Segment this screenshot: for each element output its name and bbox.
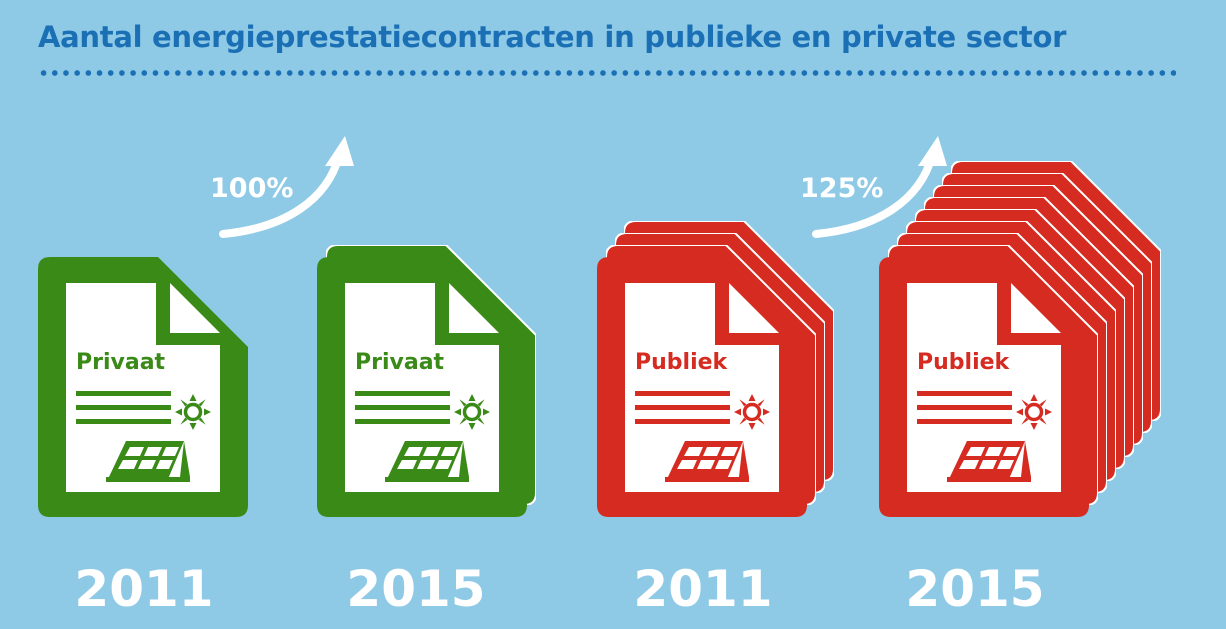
growth-arrow-icon <box>219 136 354 238</box>
sun-icon <box>734 394 770 430</box>
public-growth-label: 125% <box>800 173 884 204</box>
page-title: Aantal energieprestatiecontracten in pub… <box>38 20 1067 54</box>
document-label: Privaat <box>76 350 166 375</box>
document-icon: Privaat <box>38 257 248 517</box>
private-growth-label: 100% <box>210 173 294 204</box>
document-icon: Privaat <box>317 257 527 517</box>
solar-panel-icon <box>665 441 749 482</box>
document-icon: Publiek <box>879 257 1089 517</box>
document-label: Publiek <box>917 350 1010 375</box>
sun-icon <box>1016 394 1052 430</box>
document-label: Privaat <box>355 350 445 375</box>
solar-panel-icon <box>385 441 469 482</box>
document-label: Publiek <box>635 350 728 375</box>
year-public-2011: 2011 <box>633 560 773 618</box>
document-icon: Publiek <box>597 257 807 517</box>
year-private-2015: 2015 <box>346 560 486 618</box>
year-public-2015: 2015 <box>905 560 1045 618</box>
solar-panel-icon <box>106 441 190 482</box>
growth-arrow-icon <box>812 136 947 238</box>
sun-icon <box>175 394 211 430</box>
year-private-2011: 2011 <box>74 560 214 618</box>
dotted-divider <box>38 70 1176 76</box>
sun-icon <box>454 394 490 430</box>
solar-panel-icon <box>947 441 1031 482</box>
